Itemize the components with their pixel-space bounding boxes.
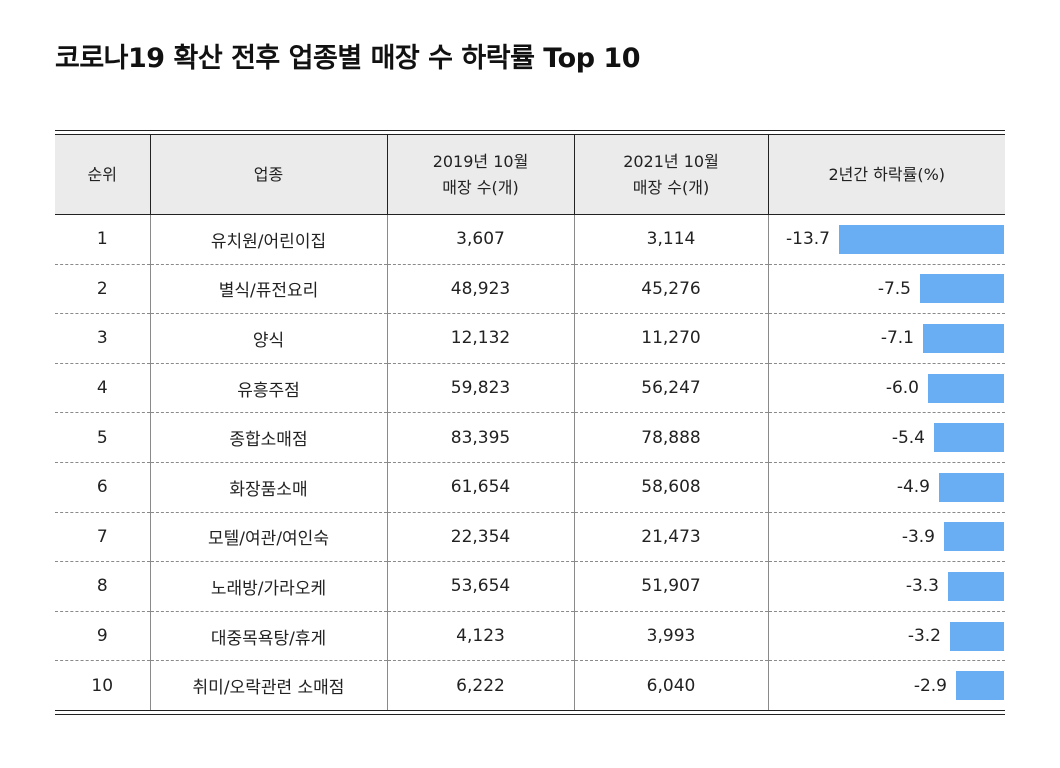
header-row: 순위 업종 2019년 10월 매장 수(개) 2021년 10월 매장 수(개…	[55, 135, 1005, 215]
header-2019-line1: 2019년 10월	[432, 151, 529, 171]
cell-stores-2019: 3,607	[386, 214, 574, 265]
decline-rate-value: -7.5	[877, 278, 911, 299]
cell-stores-2021: 3,114	[573, 214, 768, 265]
cell-industry: 유흥주점	[149, 363, 387, 414]
decline-rate-bar	[944, 522, 1004, 552]
cell-industry: 별식/퓨전요리	[149, 264, 387, 315]
decline-rate-value: -3.3	[905, 576, 939, 597]
cell-stores-2021: 51,907	[573, 561, 768, 612]
cell-stores-2019: 59,823	[386, 363, 574, 414]
cell-industry: 종합소매점	[149, 412, 387, 463]
decline-rate-bar	[839, 224, 1004, 254]
cell-decline-rate: -13.7	[767, 214, 1005, 265]
cell-rank: 9	[55, 611, 150, 662]
table-row: 9 대중목욕탕/휴게 4,123 3,993 -3.2	[55, 611, 1005, 662]
cell-stores-2021: 11,270	[573, 313, 768, 364]
table-top-double-rule	[55, 130, 1005, 135]
cell-stores-2021: 58,608	[573, 462, 768, 513]
decline-rate-value: -3.9	[901, 526, 935, 547]
decline-rate-bar	[939, 472, 1004, 502]
decline-rate-bar	[956, 671, 1004, 701]
cell-rank: 7	[55, 512, 150, 563]
decline-rate-bar	[950, 621, 1004, 651]
cell-decline-rate: -5.4	[767, 412, 1005, 463]
table-row: 4 유흥주점 59,823 56,247 -6.0	[55, 363, 1005, 414]
data-table-container: 순위 업종 2019년 10월 매장 수(개) 2021년 10월 매장 수(개…	[55, 130, 1005, 715]
cell-decline-rate: -3.2	[767, 611, 1005, 662]
cell-rank: 6	[55, 462, 150, 513]
cell-industry: 화장품소매	[149, 462, 387, 513]
cell-stores-2019: 83,395	[386, 412, 574, 463]
header-industry: 업종	[149, 135, 387, 215]
cell-stores-2021: 21,473	[573, 512, 768, 563]
cell-stores-2019: 6,222	[386, 660, 574, 710]
data-table: 순위 업종 2019년 10월 매장 수(개) 2021년 10월 매장 수(개…	[55, 135, 1005, 710]
table-row: 8 노래방/가라오케 53,654 51,907 -3.3	[55, 561, 1005, 612]
cell-decline-rate: -6.0	[767, 363, 1005, 414]
decline-rate-bar	[934, 423, 1004, 453]
header-2021-line1: 2021년 10월	[623, 151, 719, 171]
cell-decline-rate: -2.9	[767, 660, 1005, 710]
header-2019-line2: 매장 수(개)	[442, 177, 519, 197]
decline-rate-bar	[923, 323, 1004, 353]
decline-rate-value: -13.7	[786, 229, 830, 250]
cell-stores-2021: 78,888	[573, 412, 768, 463]
table-row: 10 취미/오락관련 소매점 6,222 6,040 -2.9	[55, 660, 1005, 710]
decline-rate-value: -3.2	[907, 626, 941, 647]
decline-rate-value: -6.0	[885, 378, 919, 399]
table-body: 1 유치원/어린이집 3,607 3,114 -13.7 2 별식/퓨전요리 4…	[55, 214, 1005, 710]
cell-stores-2021: 6,040	[573, 660, 768, 710]
header-2021-line2: 매장 수(개)	[632, 177, 710, 197]
cell-stores-2021: 56,247	[573, 363, 768, 414]
cell-rank: 5	[55, 412, 150, 463]
cell-industry: 양식	[149, 313, 387, 364]
cell-stores-2019: 53,654	[386, 561, 574, 612]
cell-industry: 대중목욕탕/휴게	[149, 611, 387, 662]
table-row: 2 별식/퓨전요리 48,923 45,276 -7.5	[55, 264, 1005, 315]
cell-rank: 10	[91, 675, 114, 696]
cell-stores-2021: 45,276	[573, 264, 768, 315]
cell-decline-rate: -3.3	[767, 561, 1005, 612]
table-row: 6 화장품소매 61,654 58,608 -4.9	[55, 462, 1005, 513]
cell-rank: 3	[55, 313, 150, 364]
table-bottom-double-rule	[55, 709, 1005, 715]
chart-title: 코로나19 확산 전후 업종별 매장 수 하락률 Top 10	[55, 43, 641, 74]
header-rank: 순위	[55, 135, 150, 215]
cell-industry: 모텔/여관/여인숙	[149, 512, 387, 563]
cell-rank: 8	[55, 561, 150, 612]
cell-industry: 유치원/어린이집	[149, 214, 387, 265]
cell-stores-2019: 4,123	[386, 611, 574, 662]
cell-stores-2019: 48,923	[386, 264, 574, 315]
cell-rank: 1	[55, 214, 150, 265]
header-2021: 2021년 10월 매장 수(개)	[573, 135, 768, 215]
table-row: 3 양식 12,132 11,270 -7.1	[55, 313, 1005, 364]
decline-rate-value: -4.9	[896, 477, 930, 498]
table-row: 7 모텔/여관/여인숙 22,354 21,473 -3.9	[55, 512, 1005, 563]
decline-rate-value: -7.1	[880, 328, 914, 349]
decline-rate-value: -5.4	[891, 427, 925, 448]
cell-rank: 2	[55, 264, 150, 315]
cell-industry: 취미/오락관련 소매점	[149, 660, 387, 710]
cell-decline-rate: -7.1	[767, 313, 1005, 364]
table-row: 1 유치원/어린이집 3,607 3,114 -13.7	[55, 214, 1005, 265]
decline-rate-bar	[928, 373, 1004, 403]
header-decline-rate: 2년간 하락률(%)	[767, 135, 1005, 215]
cell-decline-rate: -3.9	[767, 512, 1005, 563]
cell-stores-2019: 12,132	[386, 313, 574, 364]
decline-rate-bar	[920, 274, 1004, 304]
cell-rank: 4	[55, 363, 150, 414]
decline-rate-value: -2.9	[913, 675, 947, 696]
cell-decline-rate: -7.5	[767, 264, 1005, 315]
header-2019: 2019년 10월 매장 수(개)	[386, 135, 574, 215]
cell-stores-2021: 3,993	[573, 611, 768, 662]
cell-industry: 노래방/가라오케	[149, 561, 387, 612]
table-row: 5 종합소매점 83,395 78,888 -5.4	[55, 412, 1005, 463]
cell-stores-2019: 61,654	[386, 462, 574, 513]
cell-stores-2019: 22,354	[386, 512, 574, 563]
cell-decline-rate: -4.9	[767, 462, 1005, 513]
decline-rate-bar	[948, 571, 1004, 601]
